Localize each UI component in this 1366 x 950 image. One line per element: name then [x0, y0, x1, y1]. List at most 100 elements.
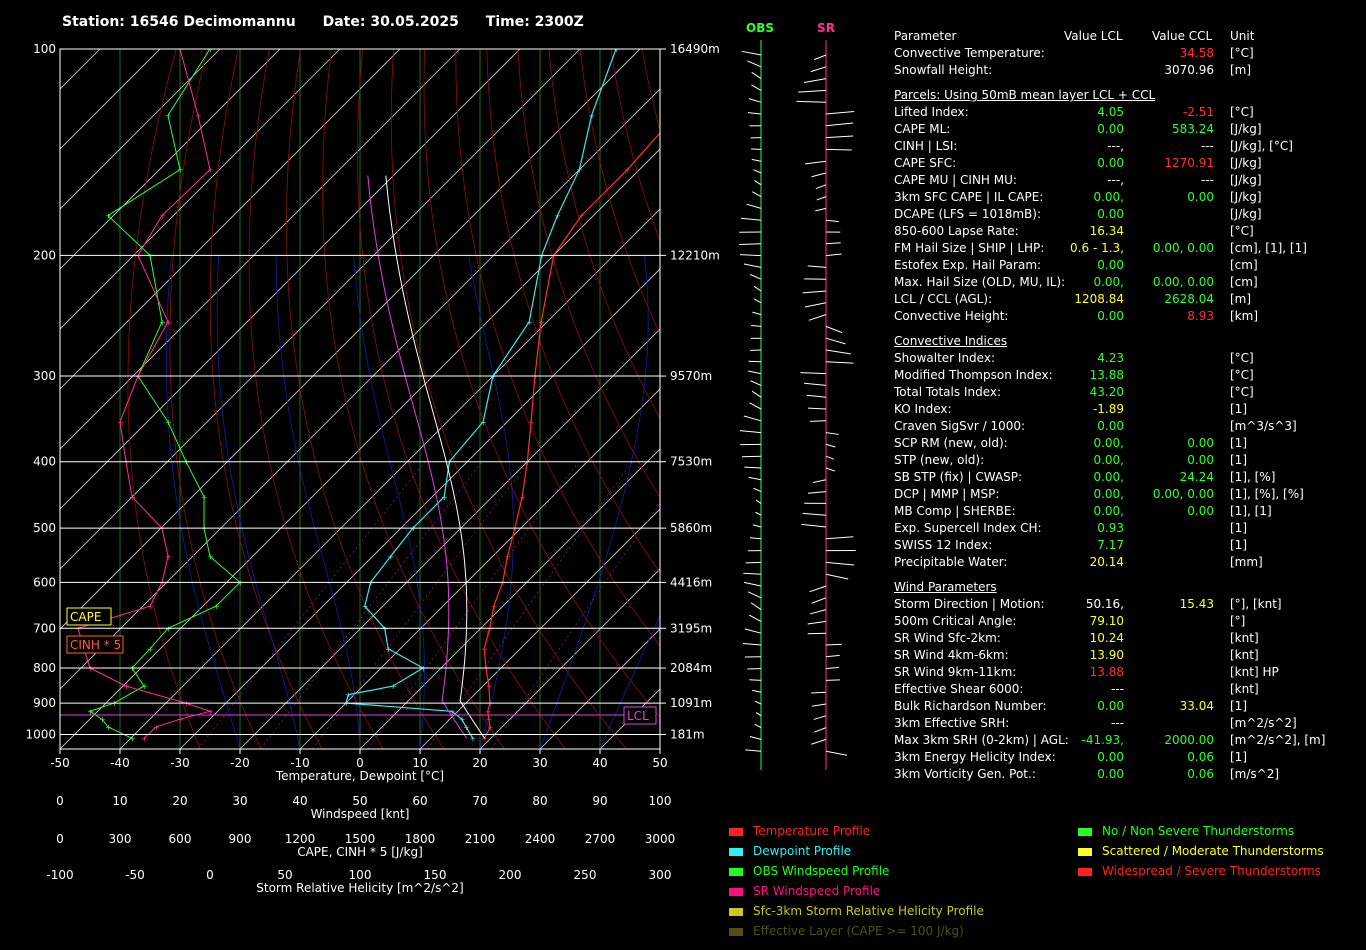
param-row: Convective Temperature: 34.58 [°C]: [894, 45, 1354, 62]
profile-marker: +: [463, 723, 470, 732]
param-value: 0.00: [1097, 309, 1124, 323]
dry-adiabat: [548, 49, 660, 420]
param-row: SCP RM (new, old): 0.00, 0.00 [1]: [894, 435, 1354, 452]
temperature-tick-label: 50: [652, 756, 667, 770]
sr-wind-barb: [815, 184, 827, 190]
profile-marker: +: [390, 682, 397, 691]
obs-wind-barb: [744, 466, 762, 469]
profile-marker: +: [554, 212, 561, 221]
param-row: CAPE SFC: 0.00 1270.91 [J/kg]: [894, 155, 1354, 172]
windspeed-tick-label: 100: [649, 794, 672, 808]
legend-label: Dewpoint Profile: [753, 844, 852, 858]
obs-wind-barb: [752, 311, 762, 316]
obs-wind-barb: [743, 581, 762, 587]
obs-wind-barb: [749, 679, 762, 681]
param-label: Estofex Exp. Hail Param:: [894, 258, 1042, 272]
profile-marker: +: [387, 553, 394, 562]
windspeed-tick-label: 40: [292, 794, 307, 808]
time-label: Time: 2300Z: [485, 14, 584, 30]
isotherm: [60, 49, 521, 510]
param-unit: [knt]: [1230, 682, 1259, 696]
isotherm: [60, 49, 581, 570]
sr-wind-barb: [796, 100, 827, 103]
profile-marker: +: [538, 318, 545, 327]
profile-marker: +: [362, 602, 369, 611]
srh-tick-label: 200: [499, 868, 522, 882]
param-unit: [J/kg], [°C]: [1230, 139, 1293, 153]
sr-wind-barb: [816, 196, 827, 201]
param-value: 0.00: [1097, 699, 1124, 713]
param-value: 0.93: [1097, 521, 1124, 535]
param-value: ---,: [1107, 173, 1124, 187]
isotherm: [179, 268, 660, 749]
sr-windspeed-line-marker: +: [177, 715, 184, 724]
param-value: 0.00: [1187, 453, 1214, 467]
param-label: SR Wind 4km-6km:: [894, 648, 1009, 662]
param-row: DCP | MMP | MSP: 0.00, 0.00, 0.00 [1], [%],…: [894, 486, 1354, 503]
srh-tick-label: 250: [574, 868, 597, 882]
obs-windspeed-line-marker: +: [159, 318, 166, 327]
param-value: 79.10: [1089, 614, 1124, 628]
param-value: 0.00: [1097, 419, 1124, 433]
height-label: 1091m: [670, 696, 712, 710]
param-value: 0.00: [1097, 750, 1124, 764]
param-value: ---: [1201, 139, 1214, 153]
obs-wind-barb: [739, 430, 762, 434]
sr-windspeed-line-marker: +: [165, 553, 172, 562]
param-value: -41.93,: [1081, 733, 1125, 747]
srh-tick-label: 50: [277, 868, 292, 882]
windspeed-tick-label: 20: [172, 794, 187, 808]
profile-marker: +: [576, 166, 583, 175]
param-unit: [1]: [1230, 750, 1247, 764]
obs-windspeed-line-marker: +: [141, 682, 148, 691]
param-row: SR Wind 9km-11km: 13.88 [knt] HP: [894, 664, 1354, 681]
sr-wind-barb: [813, 479, 827, 484]
obs-wind-barb: [748, 360, 762, 363]
sr-wind-barb: [804, 302, 827, 308]
param-unit: [1]: [1230, 699, 1247, 713]
cape-tick-label: 2400: [525, 832, 556, 846]
obs-wind-barb: [743, 263, 762, 268]
obs-wind-barb: [751, 71, 762, 80]
param-label: CAPE MU | CINH MU:: [894, 173, 1017, 187]
dry-adiabat: [423, 49, 660, 718]
legend-swatch: [729, 907, 743, 916]
pressure-label: 700: [33, 621, 56, 635]
isotherm: [239, 328, 660, 749]
srh-tick-label: 0: [206, 868, 214, 882]
sr-wind-barb: [825, 325, 843, 334]
param-value: 50.16,: [1085, 597, 1124, 611]
param-label: Convective Height:: [894, 309, 1009, 323]
param-value: 13.90: [1089, 648, 1124, 662]
legend-swatch: [729, 827, 743, 836]
param-label: Convective Temperature:: [894, 46, 1045, 60]
param-unit: [J/kg]: [1230, 173, 1262, 187]
param-value: 0.00: [1097, 258, 1124, 272]
windspeed-tick-label: 90: [592, 794, 607, 808]
sr-windspeed-line-marker: +: [147, 602, 154, 611]
pressure-label: 900: [33, 696, 56, 710]
param-unit: [mm]: [1230, 555, 1263, 569]
obs-windspeed-line-marker: +: [105, 212, 112, 221]
temperature-tick-label: 20: [472, 756, 487, 770]
isotherm: [359, 448, 660, 749]
param-row: Max. Hail Size (OLD, MU, IL): 0.00, 0.00, …: [894, 274, 1354, 291]
dry-adiabat: [127, 49, 201, 749]
param-label: 3km SFC CAPE | IL CAPE:: [894, 190, 1044, 204]
windspeed-tick-label: 80: [532, 794, 547, 808]
sr-wind-barb: [807, 265, 827, 268]
param-value: 0.00,: [1093, 453, 1124, 467]
obs-windspeed-line-marker: +: [213, 602, 220, 611]
windspeed-tick-label: 0: [56, 794, 64, 808]
profile-marker: +: [673, 111, 680, 120]
param-row: KO Index: -1.89 [1]: [894, 401, 1354, 418]
section-title: Parcels: Using 50mB mean layer LCL + CCL: [894, 88, 1156, 102]
param-row: SB STP (fix) | CWASP: 0.00, 24.24 [1], [%]: [894, 469, 1354, 486]
sr-wind-barb: [808, 314, 827, 321]
profile-marker: +: [385, 645, 392, 654]
legend-severity: No / Non Severe Thunderstorms Scattered /…: [1078, 821, 1324, 881]
isotherm: [119, 208, 660, 749]
obs-wind-barb: [750, 602, 762, 611]
obs-wind-barb: [749, 402, 762, 410]
